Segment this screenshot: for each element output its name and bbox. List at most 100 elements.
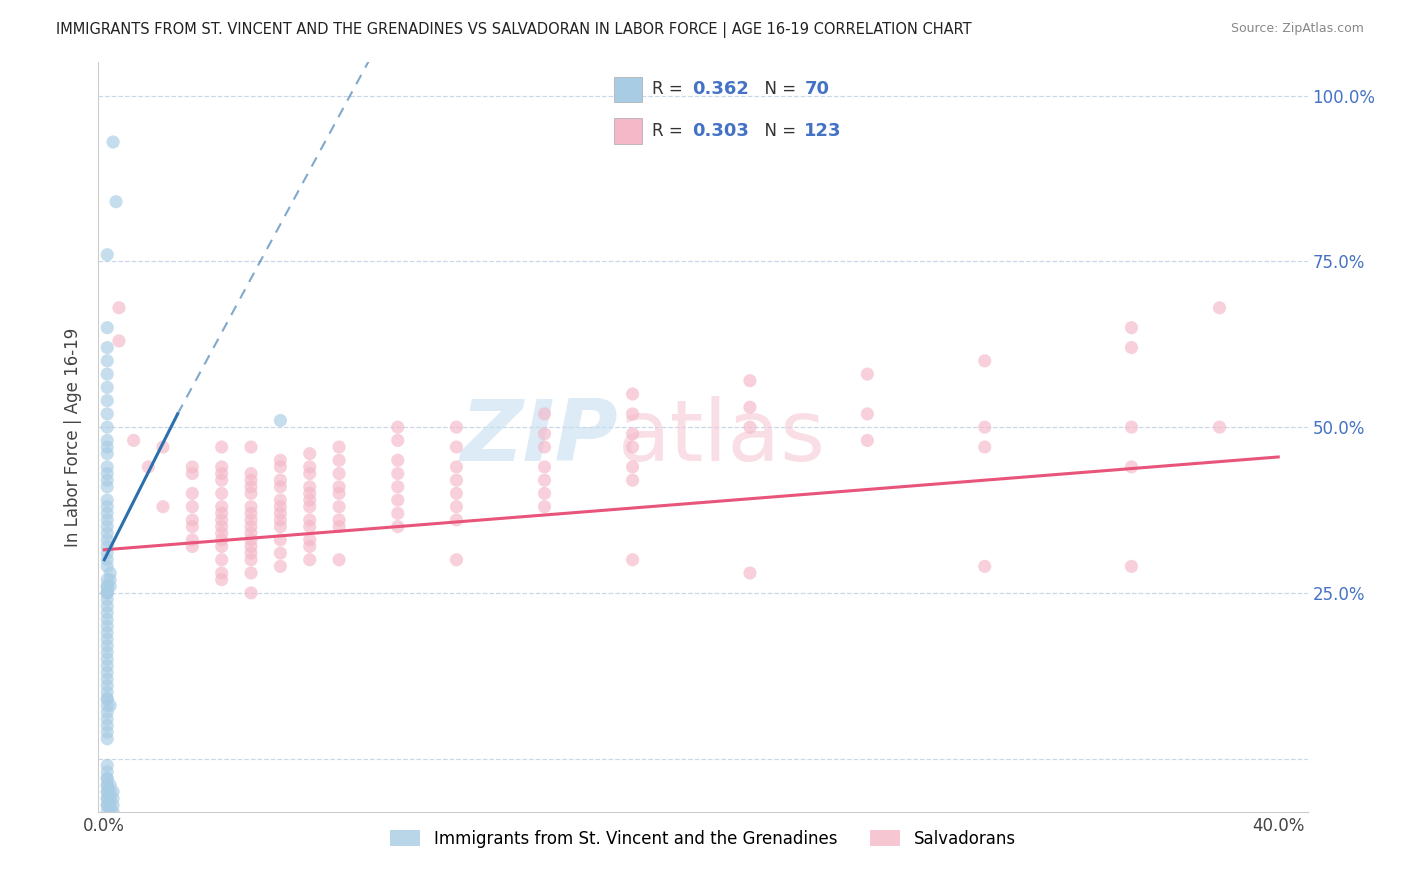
Point [738, 374, 761, 388]
Point [96, 586, 118, 600]
Point [96, 592, 118, 607]
Point [298, 486, 321, 500]
Point [446, 420, 468, 434]
Point [738, 566, 761, 580]
Point [96, 785, 118, 799]
Point [269, 533, 291, 547]
Point [269, 513, 291, 527]
Point [96, 778, 118, 792]
Point [269, 519, 291, 533]
Point [96, 758, 118, 772]
Point [96, 665, 118, 680]
Point [96, 785, 118, 799]
Point [240, 467, 263, 481]
Point [1121, 459, 1143, 474]
Point [105, 194, 128, 209]
Point [98, 878, 121, 892]
Point [211, 513, 233, 527]
Point [621, 459, 644, 474]
Point [240, 540, 263, 554]
Point [96, 791, 118, 805]
Point [387, 434, 409, 448]
Point [211, 473, 233, 487]
Point [96, 798, 118, 813]
Point [96, 420, 118, 434]
Point [1121, 420, 1143, 434]
Point [298, 533, 321, 547]
Point [108, 334, 131, 348]
Point [240, 500, 263, 514]
Point [96, 467, 118, 481]
Point [96, 845, 118, 859]
Point [98, 579, 121, 593]
Point [298, 467, 321, 481]
Point [108, 301, 131, 315]
Point [96, 658, 118, 673]
Point [533, 440, 555, 454]
Point [96, 731, 118, 746]
Point [240, 519, 263, 533]
Point [387, 453, 409, 467]
Point [96, 540, 118, 554]
Point [98, 845, 121, 859]
Point [298, 500, 321, 514]
Point [96, 493, 118, 508]
Point [96, 500, 118, 514]
Point [96, 692, 118, 706]
Point [328, 500, 350, 514]
Point [98, 798, 121, 813]
Point [96, 685, 118, 699]
Point [96, 871, 118, 885]
Point [181, 533, 204, 547]
Point [96, 679, 118, 693]
Point [96, 526, 118, 541]
Point [328, 467, 350, 481]
Point [96, 586, 118, 600]
Point [269, 413, 291, 427]
Point [973, 559, 995, 574]
Point [96, 519, 118, 533]
Point [269, 500, 291, 514]
Point [446, 513, 468, 527]
Point [211, 486, 233, 500]
Point [269, 459, 291, 474]
Point [446, 440, 468, 454]
Point [181, 540, 204, 554]
Point [96, 320, 118, 334]
Point [240, 486, 263, 500]
Legend: Immigrants from St. Vincent and the Grenadines, Salvadorans: Immigrants from St. Vincent and the Gren… [382, 822, 1024, 855]
Point [533, 486, 555, 500]
Point [96, 646, 118, 660]
Point [96, 718, 118, 732]
Point [98, 785, 121, 799]
Point [298, 480, 321, 494]
Point [240, 566, 263, 580]
Point [96, 791, 118, 805]
Point [211, 573, 233, 587]
Point [269, 506, 291, 520]
Point [181, 467, 204, 481]
Point [211, 519, 233, 533]
Point [1121, 559, 1143, 574]
Point [240, 440, 263, 454]
Point [621, 440, 644, 454]
Point [96, 573, 118, 587]
Point [387, 420, 409, 434]
Point [96, 248, 118, 262]
Point [269, 546, 291, 560]
Point [298, 447, 321, 461]
Point [98, 566, 121, 580]
Point [446, 473, 468, 487]
Point [136, 459, 159, 474]
Point [240, 546, 263, 560]
Point [298, 513, 321, 527]
Point [181, 459, 204, 474]
Point [446, 486, 468, 500]
Point [269, 473, 291, 487]
Point [621, 387, 644, 401]
Point [240, 533, 263, 547]
Text: atlas: atlas [619, 395, 827, 479]
Point [96, 772, 118, 786]
Point [96, 698, 118, 713]
Point [98, 791, 121, 805]
